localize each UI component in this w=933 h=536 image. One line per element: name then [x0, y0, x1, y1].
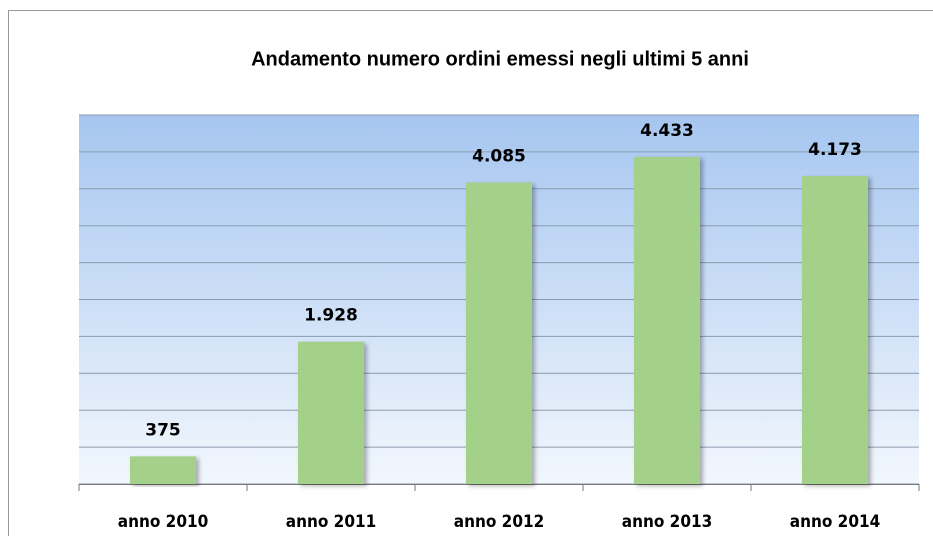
x-tick-label: anno 2014: [790, 512, 881, 532]
data-label: 1.928: [304, 306, 358, 326]
x-tick-label: anno 2010: [118, 512, 209, 532]
data-label: 4.173: [808, 140, 862, 160]
bar: [466, 182, 532, 485]
data-label: 4.085: [472, 147, 526, 167]
bar: [802, 176, 868, 484]
bar: [130, 456, 196, 484]
x-tick-label: anno 2011: [286, 512, 377, 532]
chart-title: Andamento numero ordini emessi negli ult…: [251, 48, 749, 70]
data-label: 4.433: [640, 121, 694, 141]
bar: [634, 156, 700, 484]
x-tick-label: anno 2012: [454, 512, 545, 532]
data-label: 375: [145, 420, 181, 440]
bar: [298, 341, 364, 484]
x-tick-label: anno 2013: [622, 512, 713, 532]
